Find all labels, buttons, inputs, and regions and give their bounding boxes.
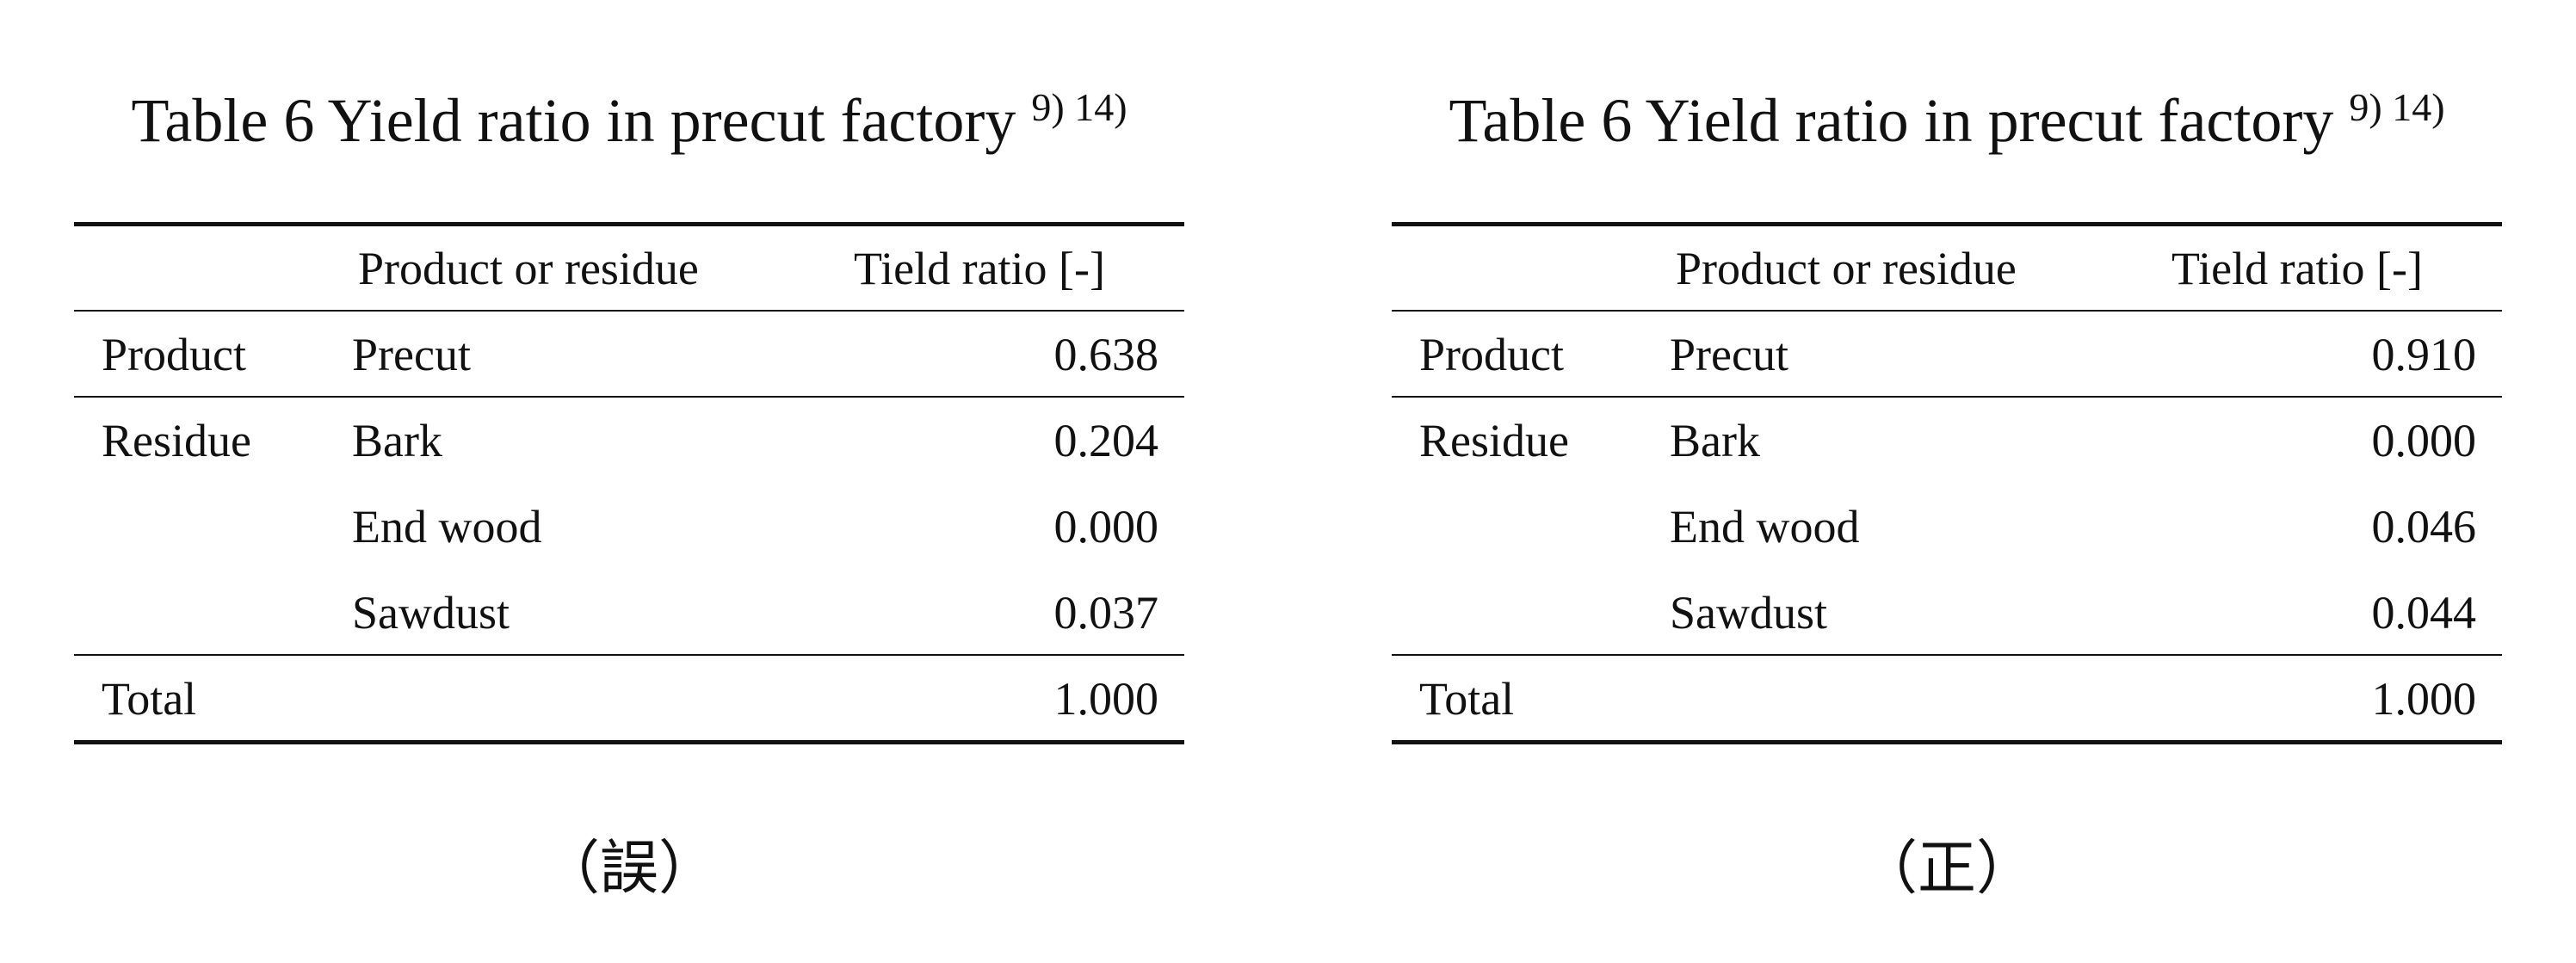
table-panel-incorrect: Table 6 Yield ratio in precut factory 9)… [74, 0, 1184, 963]
row-value-cell: 0.000 [2371, 415, 2477, 466]
row-value-cell: 0.046 [2371, 501, 2477, 552]
total-value-cell: 1.000 [2371, 673, 2477, 725]
table-bottom-rule [1392, 740, 2502, 744]
row-group-cell: Residue [1419, 415, 1569, 466]
residue-rule [74, 654, 1184, 656]
total-label-cell: Total [1419, 673, 1515, 725]
row-value-cell: 0.000 [1053, 501, 1159, 552]
row-item-cell: Precut [352, 329, 471, 380]
header-rule [74, 310, 1184, 312]
table-title: Table 6 Yield ratio in precut factory 9)… [1392, 79, 2502, 162]
row-group-cell: Product [102, 329, 246, 380]
product-rule [1392, 396, 2502, 398]
table-title: Table 6 Yield ratio in precut factory 9)… [74, 79, 1184, 162]
product-rule [74, 396, 1184, 398]
row-value-cell: 0.638 [1053, 329, 1159, 380]
row-item-cell: Sawdust [352, 587, 510, 639]
column-header-item: Product or residue [358, 243, 699, 294]
column-header-value: Tield ratio [-] [854, 243, 1105, 294]
table-top-rule [74, 222, 1184, 226]
table-title-text: Table 6 Yield ratio in precut factory [131, 86, 1016, 155]
total-label-cell: Total [102, 673, 197, 725]
row-value-cell: 0.044 [2371, 587, 2477, 639]
table-bottom-rule [74, 740, 1184, 744]
row-item-cell: Bark [352, 415, 442, 466]
row-item-cell: Precut [1670, 329, 1788, 380]
caption-incorrect: （誤） [541, 835, 717, 903]
table-top-rule [1392, 222, 2502, 226]
row-item-cell: Bark [1670, 415, 1760, 466]
row-group-cell: Residue [102, 415, 251, 466]
residue-rule [1392, 654, 2502, 656]
row-item-cell: End wood [1670, 501, 1860, 552]
reference-superscript: 9) 14) [2349, 85, 2445, 129]
row-value-cell: 0.204 [1053, 415, 1159, 466]
row-item-cell: End wood [352, 501, 542, 552]
reference-superscript: 9) 14) [1031, 85, 1127, 129]
column-header-item: Product or residue [1676, 243, 2017, 294]
total-value-cell: 1.000 [1053, 673, 1159, 725]
row-item-cell: Sawdust [1670, 587, 1828, 639]
table-title-text: Table 6 Yield ratio in precut factory [1449, 86, 2334, 155]
row-value-cell: 0.910 [2371, 329, 2477, 380]
row-value-cell: 0.037 [1053, 587, 1159, 639]
header-rule [1392, 310, 2502, 312]
row-group-cell: Product [1419, 329, 1564, 380]
caption-correct: （正） [1858, 835, 2035, 903]
column-header-value: Tield ratio [-] [2171, 243, 2423, 294]
table-panel-correct: Table 6 Yield ratio in precut factory 9)… [1392, 0, 2502, 963]
